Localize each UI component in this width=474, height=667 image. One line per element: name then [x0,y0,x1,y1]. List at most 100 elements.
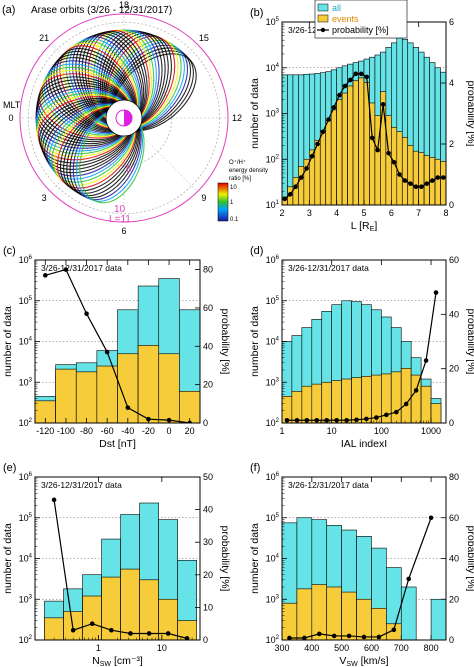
ring-label-L11: L=11 [109,214,131,225]
x-axis-label: NSW [cm⁻³] [92,655,143,667]
probability-point [324,417,330,423]
y2-axis-label: probability [%] [219,309,231,375]
probability-point [302,635,307,640]
x-tick-label: -20 [142,426,155,436]
y2-tick-label: 20 [203,380,213,390]
probability-point [386,150,391,156]
bar-events [434,158,441,205]
y-tick-label: 106 [266,472,280,482]
y2-tick-label: 4 [449,78,454,88]
y2-tick-label: 0 [203,418,208,428]
y-tick-label: 105 [266,296,280,306]
bar-events [330,109,337,205]
probability-point [402,178,408,183]
probability-point [435,175,441,180]
x-tick-label: 600 [364,643,379,653]
probability-point [376,634,382,640]
bar-events [351,377,362,423]
y2-tick-label: 20 [203,570,213,580]
probability-point [346,633,352,639]
y-tick-label: 106 [266,255,280,265]
bar-events [385,115,392,205]
x-tick-label: 0 [167,426,172,436]
y2-tick-label: 20 [449,594,459,604]
probability-point [394,409,399,415]
mlt-label: 0 [8,113,13,123]
y-tick-label: 102 [19,418,33,428]
probability-point [364,416,369,422]
bar-events [298,166,305,205]
x-tick-label: 300 [274,643,289,653]
x-tick-label: 1 [279,426,284,436]
probability-point [344,417,349,423]
y-tick-label: 101 [266,200,280,210]
bar-events [361,375,372,423]
probability-point [331,633,337,639]
probability-point [380,102,386,107]
x-tick-label: 500 [334,643,349,653]
x-axis-label: Dst [nT] [99,438,136,450]
bar-events [311,383,323,423]
x-tick-label: 10 [157,643,167,653]
bar-events [139,579,159,640]
y2-tick-label: 40 [203,505,213,515]
bar-events [358,77,365,205]
y-tick-label: 103 [19,594,33,604]
y2-tick-label: 80 [203,265,213,275]
y2-tick-label: 40 [449,309,459,319]
probability-point [331,105,337,110]
probability-point [128,631,133,636]
y-tick-label: 104 [266,337,280,347]
y2-tick-label: 2 [449,139,454,149]
mlt-label: 3 [42,193,47,203]
bar-events [179,390,200,423]
probability-point [315,141,320,147]
legend-swatch-all [317,3,329,12]
y-tick-label: 105 [266,17,280,27]
x-tick-label: 400 [304,643,319,653]
legend-box [314,0,408,39]
colorbar-tick-10: 10 [230,185,237,191]
bar-events [75,371,98,423]
plot-area [282,515,446,640]
probability-point [413,184,419,189]
y-axis-label: number of data [2,523,14,594]
bar-events [423,155,430,205]
x-axis-label: IAL indexI [341,438,387,450]
y-tick-label: 105 [266,513,280,523]
probability-point [294,417,300,423]
y2-tick-label: 30 [203,537,213,547]
probability-point [165,631,171,636]
plot-area [35,497,200,640]
panel-a-orbit-plot: (a) Arase orbits (3/26 - 12/31/2017) 18 1… [2,0,268,236]
y-tick-label: 102 [19,635,33,645]
y-tick-label: 102 [266,418,280,428]
legend-label-events: events [332,14,359,24]
bar-events [158,353,180,423]
y2-tick-label: 60 [203,303,213,313]
bar-events [341,378,352,423]
x-tick-label: 8 [443,208,448,218]
bar-events [356,598,372,640]
bar-events [352,80,359,205]
y2-axis-label: probability [%] [465,526,474,592]
bar-all [287,74,294,205]
probability-point [419,184,424,189]
mlt-label: 9 [201,193,206,203]
bar-all [282,74,288,205]
y2-tick-label: 60 [449,255,459,265]
x-tick-label: 2 [279,208,284,218]
bar-events [341,591,357,640]
y-tick-label: 104 [266,63,280,73]
bar-events [177,620,197,640]
panel-label: (f) [250,462,260,474]
probability-point [403,401,409,407]
outer-l11-circle [19,13,229,223]
y-tick-label: 105 [19,513,33,523]
probability-point [384,412,389,418]
y-axis-label: number of data [2,306,14,377]
probability-point [391,160,397,165]
probability-point [320,129,326,135]
probability-point [354,417,359,423]
